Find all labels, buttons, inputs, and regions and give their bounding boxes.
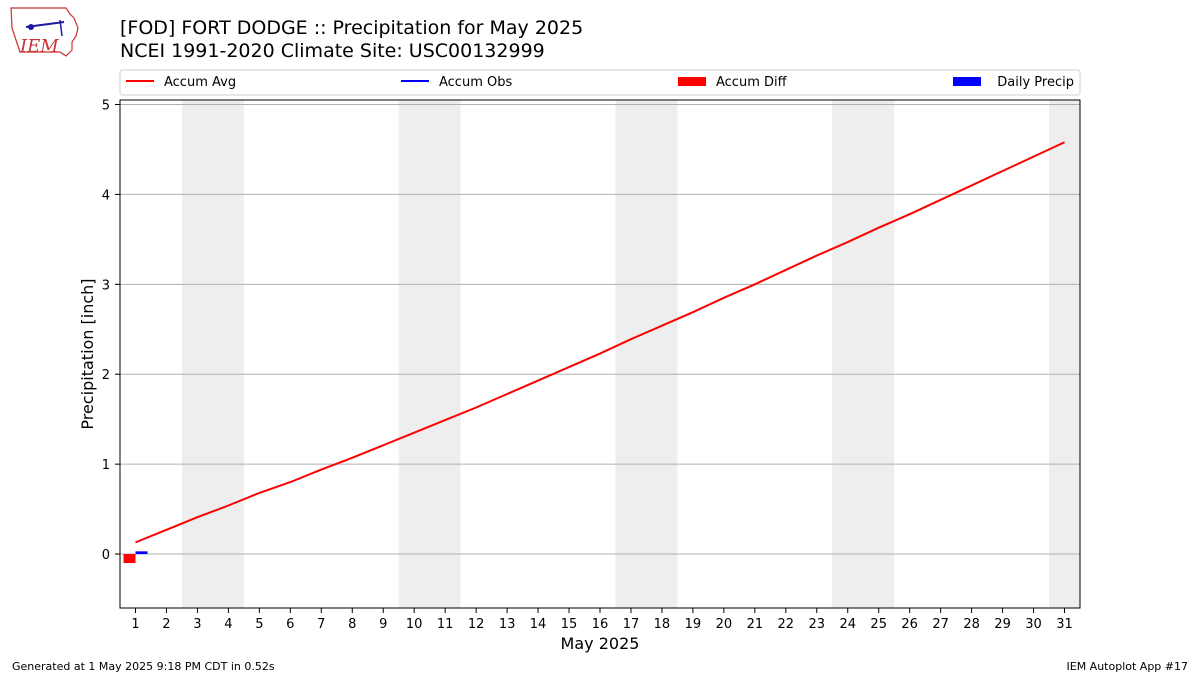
y-axis-label: Precipitation [inch]: [78, 278, 97, 429]
x-tick-label: 6: [286, 617, 294, 632]
weekend-band: [181, 100, 244, 608]
legend-box: [119, 69, 1081, 96]
x-tick-label: 31: [1056, 617, 1073, 632]
x-axis-label: May 2025: [561, 634, 640, 653]
legend-label: Accum Avg: [164, 75, 236, 90]
daily-precip-bar: [135, 551, 148, 555]
x-tick-label: 11: [437, 617, 454, 632]
x-tick-label: 2: [162, 617, 170, 632]
x-tick-label: 5: [255, 617, 263, 632]
x-tick-label: 7: [317, 617, 325, 632]
chart-title: [FOD] FORT DODGE :: Precipitation for Ma…: [120, 17, 584, 39]
legend-label: Accum Obs: [439, 75, 512, 90]
legend-label: Accum Diff: [716, 75, 788, 90]
x-tick-label: 8: [348, 617, 356, 632]
legend-swatch-bar: [678, 77, 706, 86]
x-tick-label: 18: [654, 617, 671, 632]
x-tick-label: 20: [716, 617, 733, 632]
x-tick-label: 16: [592, 617, 609, 632]
x-tick-label: 29: [994, 617, 1011, 632]
generated-timestamp: Generated at 1 May 2025 9:18 PM CDT in 0…: [12, 660, 275, 673]
x-tick-label: 25: [870, 617, 887, 632]
iem-logo: IEM: [10, 7, 79, 57]
logo-wind-staff: [59, 19, 63, 37]
x-tick-label: 14: [530, 617, 547, 632]
chart-subtitle: NCEI 1991-2020 Climate Site: USC00132999: [120, 40, 545, 62]
x-tick-label: 13: [499, 617, 516, 632]
logo-text: IEM: [19, 36, 59, 57]
x-tick-label: 1: [131, 617, 139, 632]
weekend-band: [398, 100, 461, 608]
app-credit: IEM Autoplot App #17: [1066, 660, 1189, 673]
x-tick-label: 24: [839, 617, 856, 632]
legend-label: Daily Precip: [997, 75, 1074, 90]
legend-swatch-bar: [953, 77, 981, 86]
x-tick-label: 22: [778, 617, 795, 632]
x-tick-label: 28: [963, 617, 980, 632]
x-tick-label: 23: [809, 617, 826, 632]
x-tick-label: 10: [406, 617, 423, 632]
y-tick-label: 4: [102, 188, 110, 203]
x-tick-label: 3: [193, 617, 201, 632]
y-tick-label: 2: [102, 368, 110, 383]
x-tick-label: 12: [468, 617, 485, 632]
x-tick-label: 15: [561, 617, 578, 632]
x-tick-label: 19: [685, 617, 702, 632]
y-tick-label: 1: [102, 458, 110, 473]
weekend-band: [615, 100, 678, 608]
x-tick-label: 9: [379, 617, 387, 632]
y-tick-label: 0: [102, 548, 110, 563]
x-tick-label: 21: [747, 617, 764, 632]
iowa-outline: [10, 7, 79, 57]
y-tick-label: 3: [102, 278, 110, 293]
x-tick-label: 17: [623, 617, 640, 632]
x-tick-label: 4: [224, 617, 232, 632]
weekend-band: [1049, 100, 1080, 608]
accum-diff-bar: [123, 554, 136, 564]
logo-dot: [28, 24, 34, 30]
series-line-accum-avg: [135, 141, 1065, 544]
weekend-band: [832, 100, 895, 608]
x-tick-label: 26: [901, 617, 918, 632]
x-tick-label: 30: [1025, 617, 1042, 632]
y-tick-label: 5: [102, 98, 110, 113]
x-tick-label: 27: [932, 617, 949, 632]
